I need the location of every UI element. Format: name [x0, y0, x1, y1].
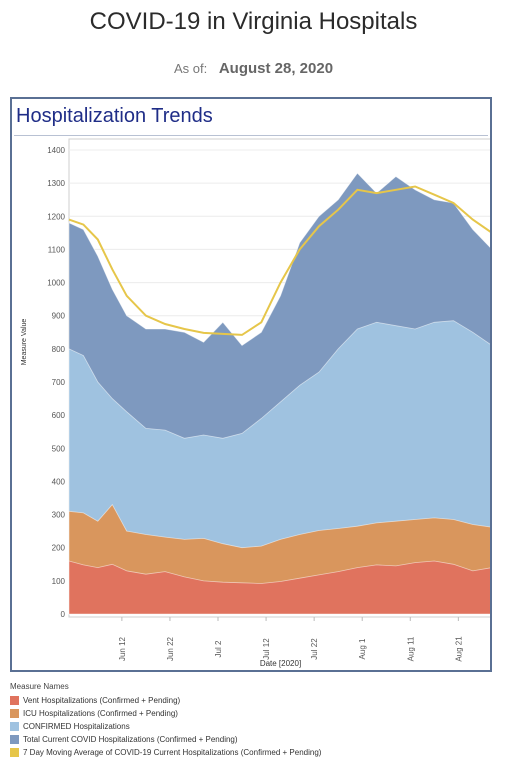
hospitalization-trends-panel: Hospitalization Trends 0 100 200 300 400 500 6… — [10, 97, 492, 672]
x-tick-label: Aug 21 — [454, 636, 463, 662]
x-tick-label: Jul 2 — [214, 640, 223, 657]
page-title: COVID-19 in Virginia Hospitals — [89, 8, 418, 35]
y-tick-label: 500 — [52, 444, 66, 453]
y-tick-label: 100 — [52, 577, 66, 586]
y-tick-label: 1100 — [48, 245, 66, 254]
as-of-label: As of: — [173, 61, 208, 76]
legend-item-icu[interactable]: ICU Hospitalizations (Confirmed + Pendin… — [10, 707, 500, 720]
as-of-row: As of: August 28, 2020 — [0, 60, 507, 77]
legend-swatch — [10, 748, 19, 757]
y-tick-label: 200 — [52, 544, 66, 553]
legend: Measure Names Vent Hospitalizations (Con… — [10, 682, 500, 759]
y-tick-label: 1200 — [47, 212, 65, 221]
y-tick-label: 300 — [52, 511, 66, 520]
legend-label: ICU Hospitalizations (Confirmed + Pendin… — [23, 709, 178, 718]
y-tick-label: 700 — [52, 378, 66, 387]
chart-svg: 0 100 200 300 400 500 600 700 800 900 1000 1100 1200… — [21, 138, 490, 668]
y-axis-title: Measure Value — [21, 319, 28, 366]
legend-label: Total Current COVID Hospitalizations (Co… — [23, 735, 238, 744]
legend-item-total[interactable]: Total Current COVID Hospitalizations (Co… — [10, 733, 500, 746]
legend-swatch — [10, 696, 19, 705]
legend-title: Measure Names — [10, 682, 69, 691]
x-tick-label: Jul 22 — [310, 638, 319, 660]
x-axis-title: Date [2020] — [260, 659, 301, 668]
x-tick-label: Aug 1 — [358, 638, 367, 659]
vent-area — [68, 560, 490, 615]
moving-average-line — [68, 185, 490, 336]
panel-title: Hospitalization Trends — [16, 105, 213, 127]
legend-swatch — [10, 735, 19, 744]
y-tick-label: 1400 — [47, 146, 65, 155]
x-tick-label: Jun 12 — [118, 636, 127, 661]
y-tick-label: 800 — [52, 345, 66, 354]
y-tick-label: 900 — [52, 312, 66, 321]
x-tick-label: Jul 12 — [262, 638, 271, 660]
panel-divider — [14, 135, 488, 136]
x-tick-label: Jun 22 — [166, 636, 175, 661]
legend-label: Vent Hospitalizations (Confirmed + Pendi… — [23, 696, 181, 705]
legend-swatch — [10, 722, 19, 731]
y-tick-label: 0 — [61, 610, 66, 619]
legend-item-vent[interactable]: Vent Hospitalizations (Confirmed + Pendi… — [10, 694, 500, 707]
legend-item-confirmed[interactable]: CONFIRMED Hospitalizations — [10, 720, 500, 733]
y-tick-label: 600 — [52, 411, 66, 420]
y-tick-label: 1300 — [47, 179, 65, 188]
legend-swatch — [10, 709, 19, 718]
y-tick-label: 400 — [52, 477, 66, 486]
legend-item-moving-average[interactable]: 7 Day Moving Average of COVID-19 Current… — [10, 746, 500, 759]
y-tick-label: 1000 — [47, 279, 65, 288]
legend-label: CONFIRMED Hospitalizations — [23, 722, 130, 731]
x-tick-label: Aug 11 — [406, 636, 415, 661]
as-of-date: August 28, 2020 — [218, 60, 334, 77]
legend-label: 7 Day Moving Average of COVID-19 Current… — [23, 748, 322, 757]
